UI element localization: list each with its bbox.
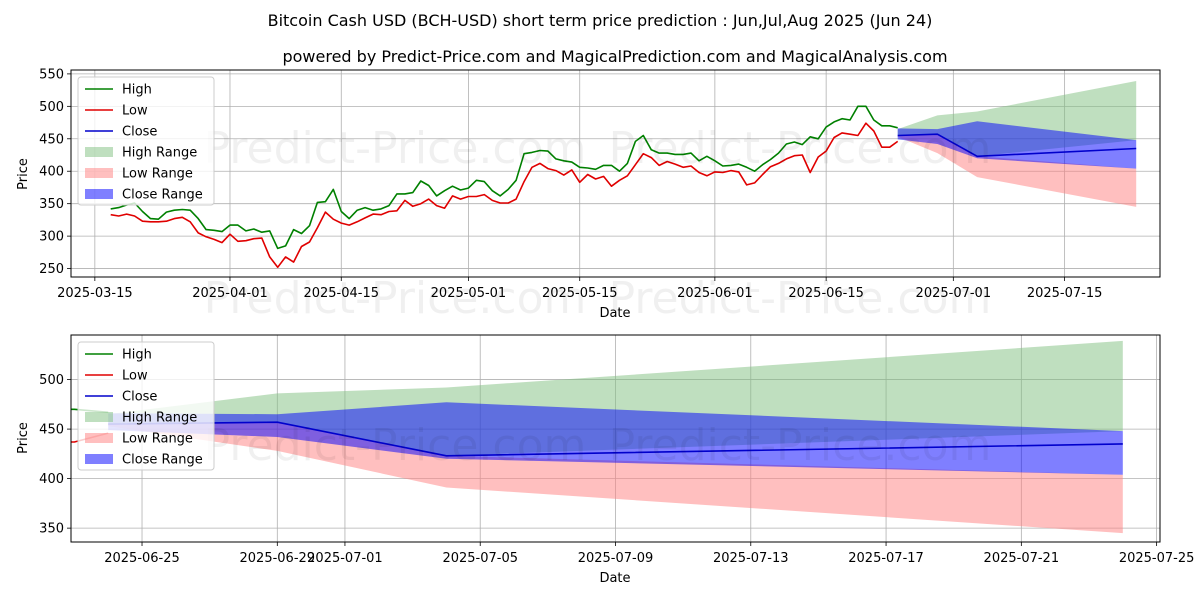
p1-legend-swatch: [85, 189, 113, 199]
chart-title: Bitcoin Cash USD (BCH-USD) short term pr…: [268, 11, 933, 30]
p1-legend-swatch: [85, 147, 113, 157]
p1-legend-label: Close: [122, 125, 157, 140]
p2-close-range-band: [108, 402, 1123, 475]
panel1-legend: High Low Close High Range Low Range Close Ran…: [77, 76, 215, 206]
panel1-y-axis-label: Price: [16, 158, 31, 190]
panel2-x-axis-label: Date: [599, 571, 630, 586]
p1-x-tick-label: 2025-05-15: [542, 286, 618, 301]
p1-x-tick-label: 2025-07-01: [916, 286, 992, 301]
panel2-watermark: Predict-Price.com: [204, 420, 587, 471]
p1-close-range-band: [897, 121, 1137, 169]
p1-high-series-line: [110, 105, 898, 250]
p1-x-tick-label: 2025-04-01: [192, 286, 268, 301]
p2-low-range-band: [108, 422, 1123, 534]
panel1-axis-ticks: 2025-03-15 2025-04-01 2025-04-15 2025-05-01…: [39, 67, 1102, 301]
p2-y-tick-label: 500: [39, 373, 64, 388]
p1-legend-swatch: [85, 168, 113, 178]
forecast-zoom-panel: Predict-Price.com Predict-Price.com 2025…: [16, 334, 1194, 586]
p1-legend-label: Low Range: [122, 167, 193, 182]
p1-x-tick-label: 2025-06-15: [788, 286, 864, 301]
p1-legend-label: Low: [122, 104, 148, 119]
panel1-forecast-bands: [897, 81, 1137, 207]
panel2-y-axis-label: Price: [16, 422, 31, 454]
p1-x-tick-label: 2025-06-01: [677, 286, 753, 301]
panel1-series-lines: [110, 105, 1137, 269]
p2-x-tick-label: 2025-06-29: [240, 551, 316, 566]
p2-x-tick-label: 2025-07-25: [1119, 551, 1195, 566]
p2-legend-label: Low: [122, 369, 148, 384]
panel1-watermark-3: Predict-Price.com: [204, 273, 587, 324]
p2-x-tick-label: 2025-07-01: [307, 551, 383, 566]
p1-legend-label: High Range: [122, 146, 197, 161]
p2-legend-swatch: [85, 433, 113, 443]
p1-y-tick-label: 500: [39, 100, 64, 115]
p2-legend-label: Close: [122, 390, 157, 405]
p2-y-tick-label: 400: [39, 472, 64, 487]
p2-legend-swatch: [85, 412, 113, 422]
p1-legend-label: High: [122, 83, 152, 98]
p2-legend-label: High: [122, 348, 152, 363]
p2-y-tick-label: 350: [39, 522, 64, 537]
p2-x-tick-label: 2025-07-13: [713, 551, 789, 566]
p1-x-tick-label: 2025-04-15: [303, 286, 379, 301]
p2-x-tick-label: 2025-07-17: [848, 551, 924, 566]
p2-x-tick-label: 2025-07-21: [984, 551, 1060, 566]
p1-low-series-line: [110, 122, 899, 269]
p1-y-tick-label: 450: [39, 132, 64, 147]
p1-close-series-line: [897, 133, 1137, 158]
panel1-watermark-2: Predict-Price.com: [609, 123, 992, 174]
p2-legend-label: Low Range: [122, 432, 193, 447]
chart-subtitle: powered by Predict-Price.com and Magical…: [282, 47, 947, 66]
p1-x-tick-label: 2025-03-15: [57, 286, 133, 301]
panel1-watermark-4: Predict-Price.com: [609, 273, 992, 324]
p2-legend-label: High Range: [122, 411, 197, 426]
p1-y-tick-label: 250: [39, 262, 64, 277]
p1-legend-label: Close Range: [122, 188, 203, 203]
p2-x-tick-label: 2025-07-05: [442, 551, 518, 566]
p1-y-tick-label: 350: [39, 197, 64, 212]
p2-x-tick-label: 2025-07-09: [578, 551, 654, 566]
main-price-panel: Predict-Price.com Predict-Price.com Pred…: [16, 67, 1161, 324]
panel2-legend: High Low Close High Range Low Range Close Ran…: [77, 341, 215, 471]
p1-y-tick-label: 550: [39, 67, 64, 82]
p1-x-tick-label: 2025-07-15: [1027, 286, 1103, 301]
p1-x-tick-label: 2025-05-01: [431, 286, 507, 301]
panel2-watermark-2: Predict-Price.com: [609, 420, 992, 471]
panel1-x-axis-label: Date: [599, 306, 630, 321]
p1-y-tick-label: 400: [39, 165, 64, 180]
panel1-watermark: Predict-Price.com: [204, 123, 587, 174]
p2-legend-swatch: [85, 454, 113, 464]
panel2-forecast-bands: [108, 340, 1123, 534]
p2-legend-label: Close Range: [122, 453, 203, 468]
p2-x-tick-label: 2025-06-25: [104, 551, 180, 566]
p1-low-range-band: [897, 134, 1137, 207]
p2-y-tick-label: 450: [39, 423, 64, 438]
p1-y-tick-label: 300: [39, 230, 64, 245]
